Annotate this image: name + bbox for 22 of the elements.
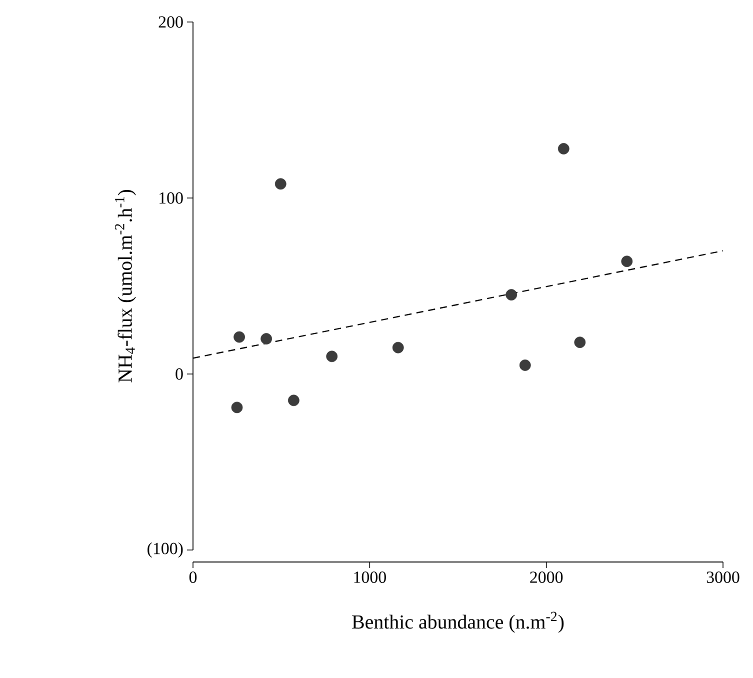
point: [234, 331, 245, 343]
x-axis-title: Benthic abundance (n.m$^{-2}$): [352, 612, 564, 633]
x-tick-label: 3000: [706, 572, 740, 583]
point: [621, 256, 633, 268]
y-tick-label: 200: [158, 16, 183, 28]
point: [558, 143, 570, 154]
point: [231, 402, 243, 414]
point: [288, 394, 300, 406]
point: [392, 342, 404, 354]
x-tick-label: 0: [189, 572, 197, 583]
y-tick-label: 100: [160, 192, 183, 204]
point: [260, 333, 272, 344]
point: [326, 350, 338, 362]
point: [274, 178, 286, 190]
point: [519, 360, 531, 371]
x-tick-label: 1000: [354, 572, 386, 583]
point: [574, 336, 586, 348]
x-tick-label: 2000: [530, 572, 563, 583]
y-tick-label: (100): [148, 542, 183, 558]
point: [506, 289, 518, 300]
y-tick-label: 0: [176, 368, 183, 380]
y-axis-title: NH$_{4}$-flux (umol.m$^{-2}$.h$^{-1}$): [114, 190, 136, 382]
